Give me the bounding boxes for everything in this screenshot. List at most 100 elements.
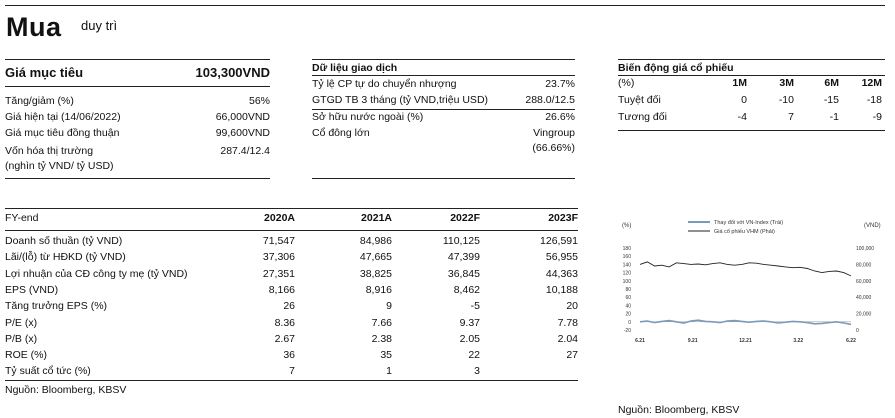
fin-cell: 2.38 xyxy=(371,332,392,345)
right-tick-label: 80,000 xyxy=(856,262,872,268)
fin-row-label: Lãi/(lỗ) từ HĐKD (tỷ VND) xyxy=(5,251,126,264)
price-moves-header-12m: 12M xyxy=(861,77,882,89)
financial-table: FY-end 2020A 2021A 2022F 2023F Doanh số … xyxy=(5,208,578,410)
price-moves-cell: -18 xyxy=(866,94,882,106)
fin-cell: 22 xyxy=(468,349,480,362)
legend-label-relative: Thay đổi với VN-Index (Trái) xyxy=(714,219,783,226)
chart-right-unit: (VND) xyxy=(864,223,881,229)
price-moves-row-label: Tương đối xyxy=(618,111,667,123)
x-tick-label: 3.22 xyxy=(793,338,803,344)
trading-row-label: GTGD TB 3 tháng (tỷ VND,triệu USD) xyxy=(312,94,489,106)
fin-source: Nguồn: Bloomberg, KBSV xyxy=(5,384,127,396)
trading-block: Dữ liệu giao dịch Tỷ lệ CP tự do chuyển … xyxy=(312,59,575,192)
price-moves-top-rule xyxy=(618,59,885,60)
target-row-label: Giá mục tiêu đồng thuận xyxy=(5,127,120,139)
fin-bottom-rule xyxy=(5,380,578,381)
price-moves-cell: -15 xyxy=(823,94,839,106)
fin-cell: 26 xyxy=(283,300,295,313)
price-moves-divider xyxy=(618,75,885,76)
price-moves-bottom-rule xyxy=(618,130,885,131)
price-moves-block: Biến động giá cổ phiếu (%) 1M 3M 6M 12M … xyxy=(618,59,885,132)
left-tick-label: -20 xyxy=(624,328,631,334)
target-price-value: 103,300VND xyxy=(195,65,270,80)
fin-cell: 8,916 xyxy=(365,283,392,296)
trading-title: Dữ liệu giao dịch xyxy=(312,62,398,74)
price-chart-svg: (%) (VND) Thay đổi với VN-Index (Trái) Giá … xyxy=(622,219,881,344)
fin-row: ROE (%) 36 35 22 27 xyxy=(5,348,578,363)
trading-row-value: 288.0/12.5 xyxy=(525,94,575,106)
price-moves-row: Tương đối -4 7 -1 -9 xyxy=(618,111,885,126)
fin-row: Lãi/(lỗ) từ HĐKD (tỷ VND) 37,306 47,665 47,… xyxy=(5,250,578,265)
trading-divider xyxy=(312,75,575,76)
price-moves-row: Tuyệt đối 0 -10 -15 -18 xyxy=(618,94,885,109)
left-tick-label: 140 xyxy=(623,262,632,268)
fin-header-col: 2021A xyxy=(361,212,392,224)
trading-row: Sở hữu nước ngoài (%) 26.6% xyxy=(312,110,575,125)
top-rule xyxy=(5,5,885,6)
fin-row: EPS (VND) 8,166 8,916 8,462 10,188 xyxy=(5,283,578,298)
fin-header-divider xyxy=(5,230,578,231)
fin-cell: 2.04 xyxy=(557,332,578,345)
fin-cell: 7.66 xyxy=(371,316,392,329)
fin-row: P/E (x) 8.36 7.66 9.37 7.78 xyxy=(5,316,578,331)
fin-cell: 35 xyxy=(380,349,392,362)
fin-row-label: ROE (%) xyxy=(5,349,47,362)
x-tick-label: 6.22 xyxy=(846,338,856,344)
price-moves-header-1m: 1M xyxy=(732,77,747,89)
right-tick-label: 40,000 xyxy=(856,295,872,301)
fin-cell: 126,591 xyxy=(540,235,578,247)
trading-row-value: 26.6% xyxy=(545,111,575,123)
price-moves-cell: -10 xyxy=(778,94,794,106)
target-row: Giá hiện tại (14/06/2022) 66,000VND xyxy=(5,110,270,125)
x-tick-label: 9.21 xyxy=(688,338,698,344)
trading-row: (66.66%) xyxy=(312,141,575,156)
target-row-value: 66,000VND xyxy=(215,111,270,123)
fin-cell: 2.05 xyxy=(459,332,480,345)
fin-cell: 27 xyxy=(566,349,578,362)
price-chart: (%) (VND) Thay đổi với VN-Index (Trái) Giá … xyxy=(618,210,885,416)
fin-header-label: FY-end xyxy=(5,212,39,224)
price-moves-row-label: Tuyệt đối xyxy=(618,94,661,106)
target-row-label: (nghìn tỷ VND/ tỷ USD) xyxy=(5,160,114,172)
target-row: (nghìn tỷ VND/ tỷ USD) xyxy=(5,159,270,174)
trading-row-value: Vingroup xyxy=(533,127,575,139)
target-bottom-rule xyxy=(5,178,270,179)
price-moves-cell: -9 xyxy=(872,111,882,123)
price-moves-header: (%) 1M 3M 6M 12M xyxy=(618,77,885,92)
x-tick-label: 12.21 xyxy=(739,338,752,344)
target-row-label: Tăng/giảm (%) xyxy=(5,95,74,107)
left-tick-label: 80 xyxy=(625,287,631,293)
left-tick-label: 120 xyxy=(623,271,632,277)
trading-bottom-rule xyxy=(312,178,575,179)
fin-cell: 36 xyxy=(283,349,295,362)
left-tick-label: 20 xyxy=(625,312,631,318)
target-row-label: Giá hiện tại (14/06/2022) xyxy=(5,111,121,123)
left-tick-label: 180 xyxy=(623,246,632,252)
fin-row-label: P/E (x) xyxy=(5,316,38,329)
trading-row-label: Sở hữu nước ngoài (%) xyxy=(312,111,424,123)
left-tick-label: 40 xyxy=(625,303,631,309)
fin-cell: 7.78 xyxy=(557,316,578,329)
fin-cell: 37,306 xyxy=(262,251,295,264)
trading-row-value: (66.66%) xyxy=(532,142,575,154)
fin-row-label: Tỷ suất cổ tức (%) xyxy=(5,365,91,378)
fin-row: P/B (x) 2.67 2.38 2.05 2.04 xyxy=(5,332,578,347)
fin-cell: 84,986 xyxy=(359,235,392,247)
price-moves-title: Biến động giá cổ phiếu xyxy=(618,62,734,74)
fin-row: Doanh số thuần (tỷ VND) 71,547 84,986 110,1… xyxy=(5,234,578,249)
fin-header-col: 2023F xyxy=(548,212,578,224)
fin-cell: 20 xyxy=(566,300,578,313)
trading-top-rule xyxy=(312,59,575,60)
fin-row-label: Tăng trưởng EPS (%) xyxy=(5,300,108,313)
fin-header-row: FY-end 2020A 2021A 2022F 2023F xyxy=(5,212,578,227)
fin-row-label: Doanh số thuần (tỷ VND) xyxy=(5,235,123,247)
trading-row: Tỷ lệ CP tự do chuyển nhượng 23.7% xyxy=(312,77,575,92)
trading-row-value: 23.7% xyxy=(545,78,575,90)
target-row: Tăng/giảm (%) 56% xyxy=(5,94,270,109)
price-moves-cell: -1 xyxy=(829,111,839,123)
fin-row-label: P/B (x) xyxy=(5,332,38,345)
fin-header-col: 2020A xyxy=(264,212,295,224)
fin-cell: -5 xyxy=(470,300,480,313)
fin-cell: 9 xyxy=(386,300,392,313)
right-tick-label: 60,000 xyxy=(856,279,872,285)
